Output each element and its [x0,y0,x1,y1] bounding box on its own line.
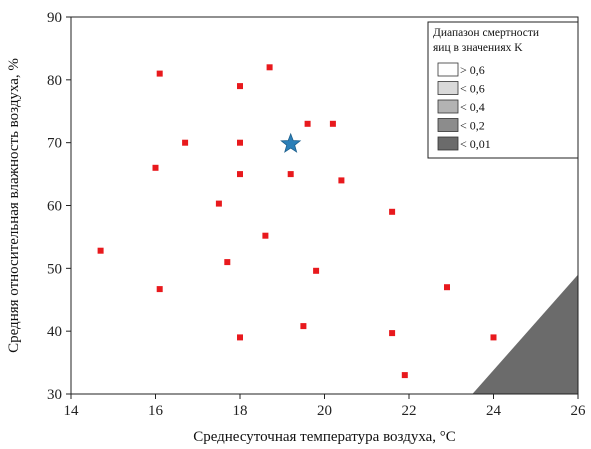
data-point [287,171,294,178]
data-point [304,120,311,127]
y-tick-label: 40 [47,324,62,340]
x-tick-label: 14 [64,403,80,419]
data-point [444,284,450,291]
y-axis-title: Средняя относительная влажность воздуха,… [6,58,22,353]
legend-label: > 0,6 [460,63,485,77]
data-point [266,64,273,71]
data-point [329,120,336,127]
data-point [237,171,243,178]
data-point [182,139,189,146]
data-point [237,139,243,146]
legend: Диапазон смертности яиц в значениях K > … [427,21,579,159]
data-point [313,267,320,274]
y-tick-label: 50 [47,261,62,277]
legend-swatch [437,118,459,132]
legend-swatch [437,99,459,114]
legend-swatch [437,62,459,77]
y-tick-label: 60 [47,199,62,215]
data-point [224,259,231,266]
data-point [237,83,243,90]
data-point [237,334,243,341]
x-tick-label: 16 [148,403,164,419]
x-tick-label: 18 [233,403,248,419]
legend-entries: > 0,6 < 0,6 < 0,4 < 0,2 < 0,01 [437,62,491,151]
legend-swatch [437,136,459,151]
data-point [401,372,408,379]
x-axis-title: Среднесуточная температура воздуха, °C [193,429,456,445]
x-tick-label: 24 [486,403,502,419]
y-tick-label: 30 [47,387,62,403]
data-point [97,247,104,254]
data-point [300,323,307,330]
y-tick-label: 80 [47,73,62,89]
legend-label: < 0,01 [460,137,491,151]
legend-title: Диапазон смертности [433,27,539,39]
y-tick-label: 90 [47,10,62,26]
data-point [389,330,396,337]
data-point [389,208,396,215]
star-marker [280,132,302,153]
data-point [156,286,163,293]
legend-title-line2: яиц в значениях K [433,42,523,54]
legend-label: < 0,4 [460,100,485,114]
data-points [97,64,497,379]
data-point [338,177,345,184]
data-point [215,200,222,207]
data-point [156,70,163,77]
legend-label: < 0,2 [460,119,485,133]
x-tick-label: 20 [317,403,332,419]
x-tick-label: 22 [402,403,417,419]
legend-swatch [437,81,459,95]
axis-ticks: 14 16 18 20 22 24 26 30 40 50 60 70 80 90 [47,10,586,419]
data-point [490,334,497,341]
x-tick-label: 26 [571,403,587,419]
data-point [262,232,269,239]
data-point [152,164,159,171]
legend-label: < 0,6 [460,82,485,96]
y-tick-label: 70 [47,136,62,152]
